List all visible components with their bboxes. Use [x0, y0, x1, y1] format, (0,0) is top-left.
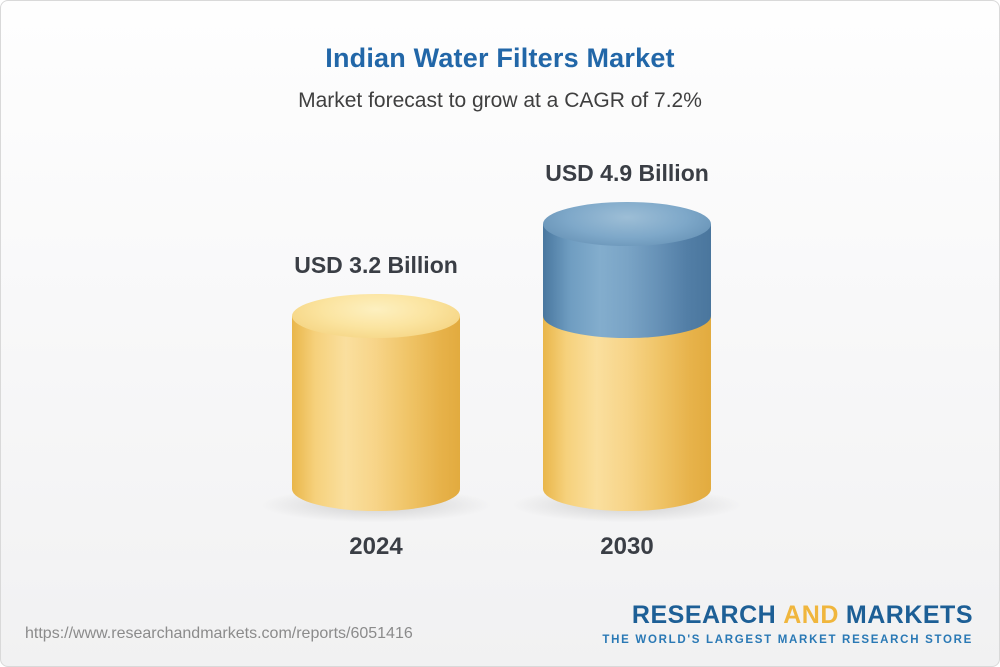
chart-subtitle: Market forecast to grow at a CAGR of 7.2… — [298, 89, 702, 112]
research-and-markets-logo: RESEARCH AND MARKETS THE WORLD'S LARGEST M… — [602, 601, 973, 646]
category-label-2030: 2030 — [600, 533, 654, 560]
cylinder-2024-body — [292, 316, 460, 511]
logo-text: RESEARCH AND MARKETS — [602, 601, 973, 630]
cylinder-2024-cap — [292, 294, 460, 339]
cylinder-2030-base-segment — [543, 316, 711, 511]
value-label-2030: USD 4.9 Billion — [545, 160, 709, 187]
logo-tagline: THE WORLD'S LARGEST MARKET RESEARCH STOR… — [602, 634, 973, 646]
cylinder-2030-cap — [543, 202, 711, 247]
chart-title: Indian Water Filters Market — [325, 43, 675, 73]
report-url[interactable]: https://www.researchandmarkets.com/repor… — [25, 625, 413, 642]
logo-word-and: AND — [783, 601, 839, 629]
logo-word-research: RESEARCH — [631, 601, 777, 629]
logo-word-markets: MARKETS — [845, 601, 973, 629]
category-label-2024: 2024 — [349, 533, 403, 560]
value-label-2024: USD 3.2 Billion — [294, 252, 458, 279]
